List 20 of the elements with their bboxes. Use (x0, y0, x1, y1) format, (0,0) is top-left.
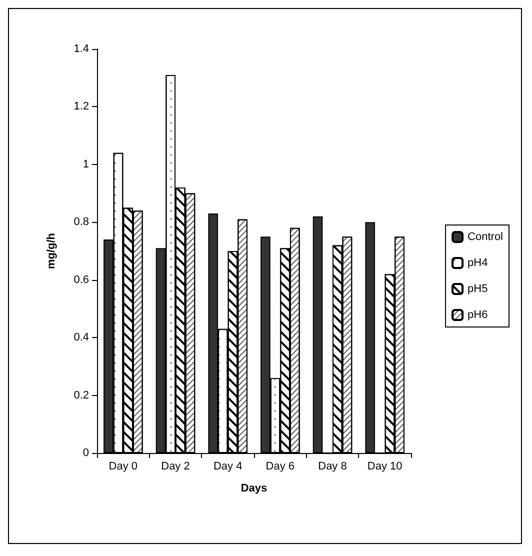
legend-label: pH4 (468, 257, 488, 269)
x-tick-label: Day 8 (318, 460, 347, 472)
y-tick-label: 0.4 (74, 332, 89, 344)
y-tick-label: 0 (82, 447, 89, 459)
x-tick-label: Day 4 (213, 460, 242, 472)
legend-label: pH5 (468, 283, 488, 295)
x-tick-label: Day 0 (108, 460, 138, 472)
x-axis-title: Days (240, 482, 268, 494)
y-tick-label: 1.4 (74, 43, 89, 55)
y-tick-label: 0.2 (74, 389, 89, 402)
y-tick-label: 1.2 (74, 100, 89, 113)
x-tick-label: Day 2 (161, 460, 190, 472)
y-tick-label: 1 (82, 158, 89, 170)
y-tick-label: 0.8 (74, 216, 89, 228)
legend-label: Control (468, 231, 504, 243)
x-tick-label: Day 10 (367, 460, 402, 472)
legend-label: pH6 (468, 309, 488, 321)
y-tick-label: 0.6 (74, 274, 89, 286)
x-tick-label: Day 6 (266, 460, 295, 472)
y-axis-title: mg/g/h (46, 232, 58, 270)
